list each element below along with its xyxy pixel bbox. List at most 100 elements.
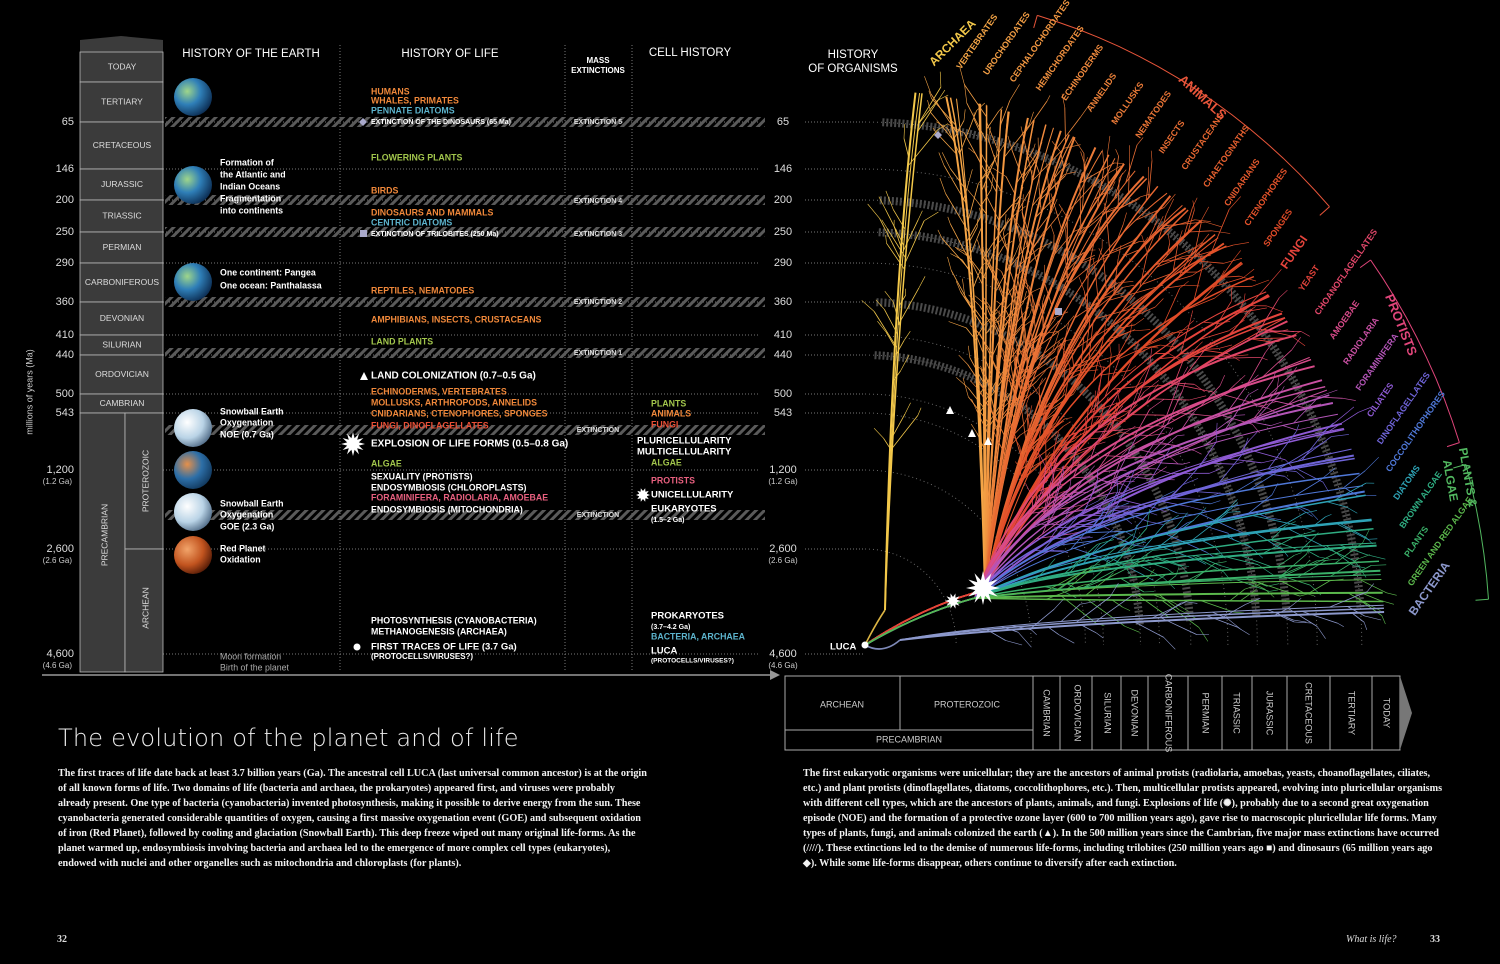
- twig: [1078, 208, 1106, 234]
- title: The evolution of the planet and of life: [58, 724, 519, 752]
- twig: [1064, 144, 1081, 149]
- twig: [1274, 449, 1311, 472]
- twig: [1089, 312, 1092, 320]
- time-label: 440: [774, 349, 792, 361]
- twig: [1052, 332, 1060, 351]
- twig: [1063, 249, 1067, 263]
- twig: [1211, 462, 1236, 465]
- twig: [1030, 214, 1060, 250]
- twig: [1162, 490, 1175, 497]
- eon-label: PROTEROZOIC: [140, 450, 150, 512]
- twig: [1251, 421, 1271, 427]
- timeline-label: CARBONIFEROUS: [1164, 674, 1174, 753]
- twig: [1099, 366, 1105, 385]
- twig: [1050, 463, 1054, 478]
- twig: [1031, 294, 1036, 329]
- twig: [1295, 467, 1324, 483]
- cell-event: EUKARYOTES: [651, 504, 717, 515]
- time-label: 4,600: [46, 648, 74, 660]
- twig: [1007, 322, 1024, 358]
- twig: [949, 168, 965, 188]
- twig: [1135, 431, 1145, 439]
- twig: [1097, 539, 1115, 545]
- twig: [1133, 409, 1150, 438]
- twig: [1120, 469, 1133, 477]
- twig: [1281, 581, 1304, 593]
- twig: [884, 291, 894, 303]
- twig: [1022, 228, 1030, 238]
- twig: [1145, 330, 1181, 347]
- twig: [1325, 411, 1359, 434]
- twig: [1360, 579, 1387, 594]
- twig: [1306, 549, 1320, 558]
- twig: [1047, 438, 1057, 478]
- twig: [902, 219, 919, 251]
- twig: [1260, 307, 1267, 310]
- twig: [1028, 405, 1033, 421]
- twig: [964, 84, 968, 104]
- twig: [1047, 626, 1059, 635]
- twig: [1105, 208, 1111, 254]
- twig: [1251, 515, 1298, 526]
- twig: [980, 365, 986, 377]
- life-event: FLOWERING PLANTS: [371, 152, 463, 162]
- branch: [974, 518, 1372, 599]
- twig: [994, 222, 1009, 252]
- twig: [1079, 180, 1082, 227]
- twig: [1194, 242, 1203, 248]
- twig: [1153, 574, 1166, 584]
- twig: [1050, 465, 1057, 483]
- twig: [1032, 170, 1061, 207]
- twig: [1024, 100, 1048, 133]
- twig: [1257, 564, 1274, 576]
- twig: [996, 365, 1004, 383]
- twig: [1329, 591, 1368, 608]
- twig: [1198, 253, 1204, 266]
- branch: [984, 136, 1074, 591]
- twig: [1230, 285, 1253, 288]
- column-header: EXTINCTIONS: [571, 66, 625, 75]
- twig: [1135, 339, 1140, 353]
- twig: [1129, 365, 1137, 371]
- twig: [884, 208, 905, 246]
- twig: [1150, 512, 1158, 516]
- branch: [974, 394, 1330, 599]
- twig: [1185, 601, 1198, 604]
- twig: [881, 219, 888, 229]
- twig: [1231, 308, 1261, 315]
- twig: [979, 305, 992, 325]
- period-label: PERMIAN: [103, 242, 142, 252]
- eon-label: ARCHEAN: [140, 587, 150, 629]
- twig: [1134, 317, 1145, 326]
- clade-label: AMOEBAE: [1327, 299, 1361, 342]
- twig: [1142, 273, 1172, 285]
- period-label: CAMBRIAN: [100, 398, 145, 408]
- twig: [1239, 555, 1271, 567]
- twig: [1019, 301, 1026, 347]
- twig: [930, 112, 955, 142]
- dinosaur-icon: [934, 131, 942, 139]
- twig: [1253, 389, 1278, 419]
- twig: [1165, 507, 1178, 514]
- twig: [1028, 111, 1034, 126]
- period-label: CARBONIFEROUS: [85, 277, 159, 287]
- twig: [1242, 437, 1249, 454]
- cell-event: FUNGI: [651, 419, 678, 429]
- twig: [1110, 511, 1124, 517]
- twig: [1299, 592, 1314, 597]
- twig: [1112, 386, 1135, 390]
- cell-event: BACTERIA, ARCHAEA: [651, 631, 746, 641]
- twig: [1107, 330, 1131, 343]
- twig: [956, 248, 970, 258]
- twig: [1014, 242, 1021, 255]
- twig: [967, 183, 979, 221]
- twig: [971, 398, 977, 410]
- twig: [1260, 379, 1274, 400]
- twig: [1301, 428, 1328, 461]
- time-label: 360: [56, 296, 74, 308]
- twig: [1094, 187, 1113, 200]
- twig: [1236, 414, 1246, 416]
- extinction-band: [165, 348, 765, 358]
- twig: [990, 265, 1007, 305]
- twig: [1109, 342, 1112, 355]
